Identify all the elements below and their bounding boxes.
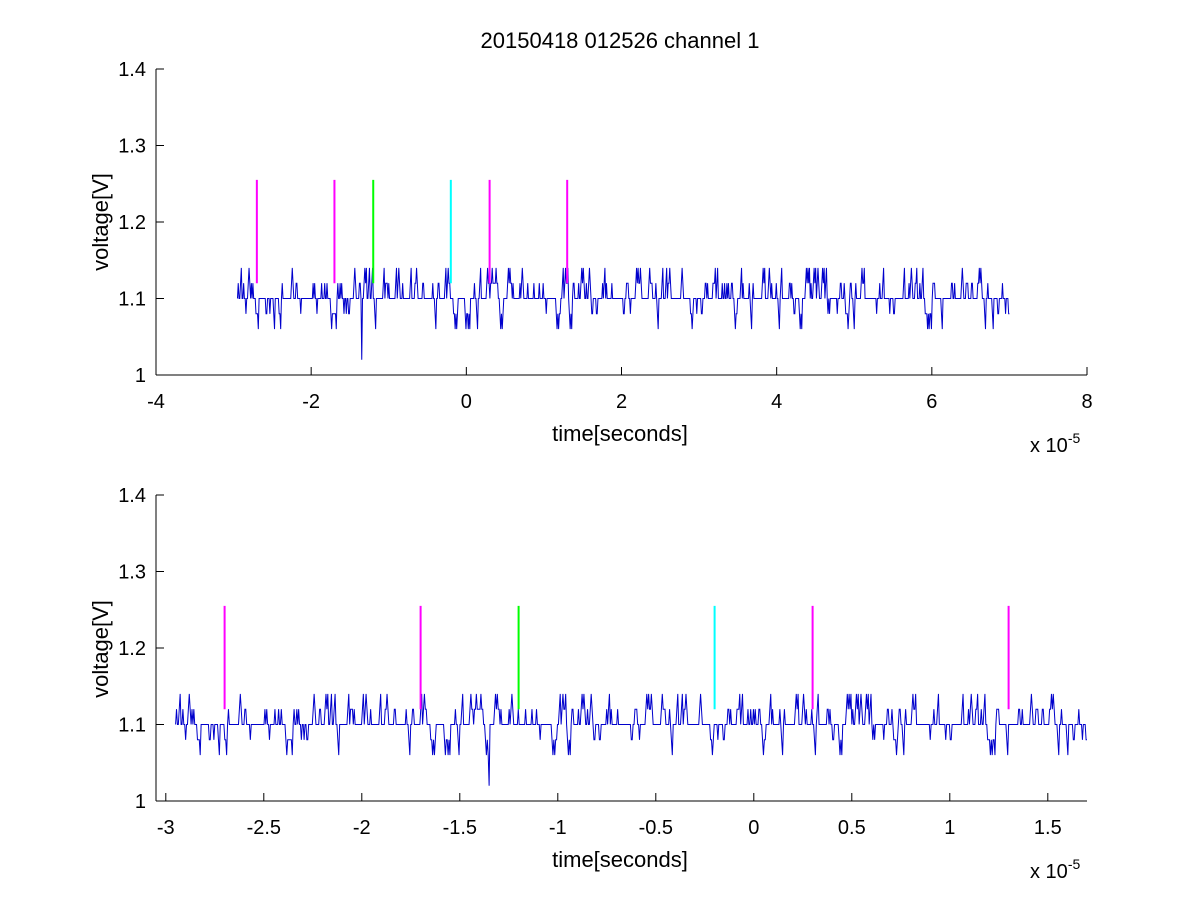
- top-y-axis-label: voltage[V]: [88, 173, 113, 271]
- x-tick-label: 1: [944, 817, 955, 839]
- x-tick-label: 0: [748, 817, 759, 839]
- x-tick-label: 1.5: [1034, 817, 1062, 839]
- top-x-multiplier-exponent: -5: [1068, 430, 1081, 446]
- bottom-y-axis-label: voltage[V]: [88, 600, 113, 698]
- y-tick-label: 1.1: [118, 289, 146, 311]
- signal-trace: [236, 267, 1010, 360]
- y-tick-label: 1.4: [118, 485, 146, 507]
- x-tick-label: 0: [461, 391, 472, 413]
- x-tick-label: -0.5: [639, 817, 673, 839]
- x-tick-label: -2.5: [247, 817, 281, 839]
- y-tick-label: 1: [135, 791, 146, 813]
- signal-trace: [175, 693, 1087, 786]
- bottom-axes: time[seconds] voltage[V] x 10-5 -3 -2.5 -2…: [88, 485, 1087, 883]
- x-tick-label: 6: [926, 391, 937, 413]
- x-tick-label: -1: [549, 817, 567, 839]
- top-x-multiplier-base: x 10: [1030, 435, 1068, 457]
- x-tick-label: -2: [302, 391, 320, 413]
- bottom-x-axis-label: time[seconds]: [552, 847, 688, 872]
- chart-title: 20150418 012526 channel 1: [481, 28, 760, 53]
- x-tick-label: -2: [353, 817, 371, 839]
- bottom-x-multiplier-exponent: -5: [1068, 856, 1081, 872]
- x-tick-label: -1.5: [443, 817, 477, 839]
- x-tick-label: -4: [147, 391, 165, 413]
- bottom-x-multiplier-base: x 10: [1030, 861, 1068, 883]
- bottom-x-multiplier: x 10-5: [1030, 856, 1080, 883]
- top-x-axis-label: time[seconds]: [552, 421, 688, 446]
- x-tick-label: 0.5: [838, 817, 866, 839]
- y-tick-label: 1.2: [118, 212, 146, 234]
- y-tick-label: 1.1: [118, 715, 146, 737]
- x-tick-label: 8: [1081, 391, 1092, 413]
- y-tick-label: 1.2: [118, 638, 146, 660]
- y-tick-label: 1.3: [118, 562, 146, 584]
- top-plot-area: -4 -2 0 2 4 6 8 1 1.1 1.2 1.3 1.4: [118, 59, 1092, 413]
- x-tick-label: -3: [157, 817, 175, 839]
- y-tick-label: 1.3: [118, 136, 146, 158]
- x-tick-label: 4: [771, 391, 782, 413]
- top-axes: time[seconds] voltage[V] x 10-5 -4 -2 0 2 4 6…: [88, 59, 1093, 457]
- x-tick-label: 2: [616, 391, 627, 413]
- top-x-multiplier: x 10-5: [1030, 430, 1080, 457]
- bottom-plot-area: -3 -2.5 -2 -1.5 -1 -0.5 0 0.5 1 1.5 1 1.1 1.2 1.3 1.4: [118, 485, 1087, 839]
- y-tick-label: 1: [135, 365, 146, 387]
- y-tick-label: 1.4: [118, 59, 146, 81]
